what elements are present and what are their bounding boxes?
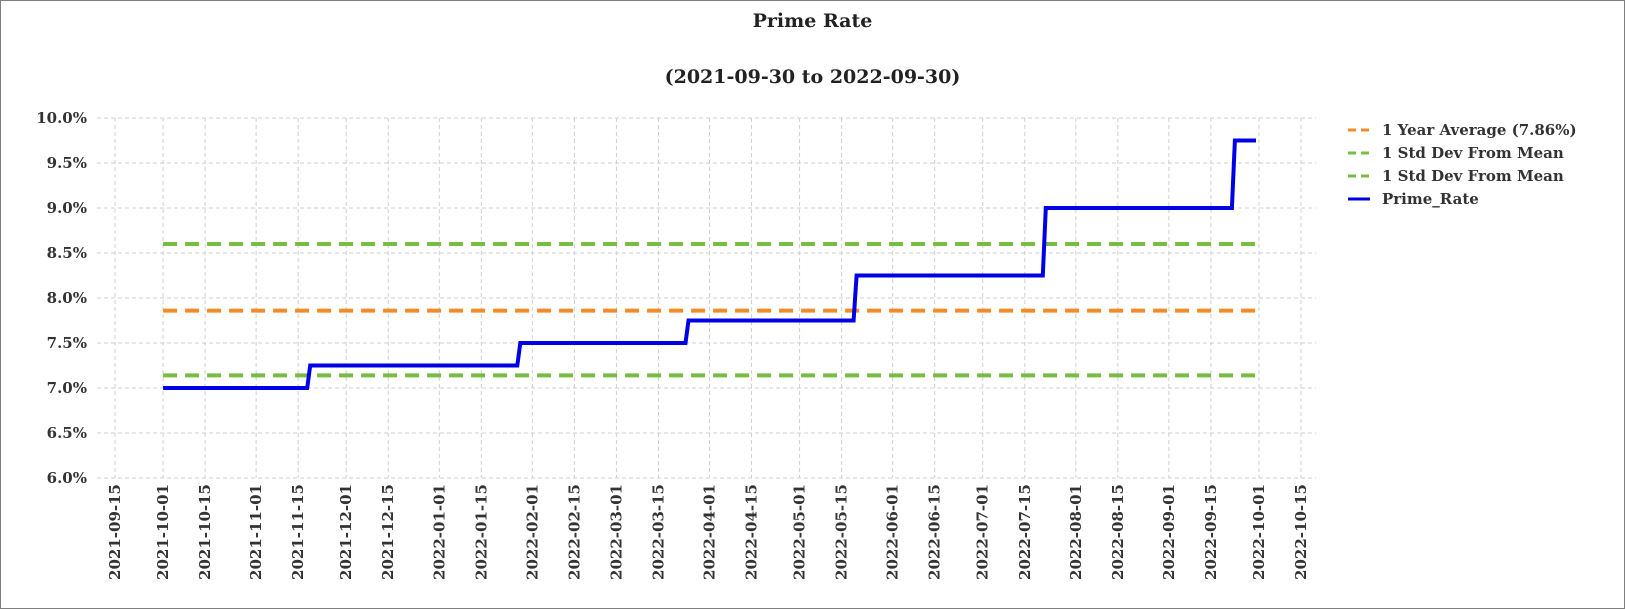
x-tick-label: 2022-06-15: [926, 484, 944, 580]
x-tick-label: 2022-05-01: [791, 484, 809, 580]
legend-label-1: 1 Year Average (7.86%): [1382, 121, 1577, 139]
chart-subtitle: (2021-09-30 to 2022-09-30): [664, 66, 961, 88]
x-tick-label: 2022-01-15: [472, 484, 490, 580]
legend-label-3: 1 Std Dev From Mean: [1382, 167, 1564, 185]
x-tick-label: 2022-06-01: [884, 484, 902, 580]
x-tick-label: 2022-03-01: [607, 484, 625, 580]
x-tick-label: 2021-10-15: [196, 484, 214, 580]
x-tick-label: 2022-03-15: [649, 484, 667, 580]
x-tick-label: 2022-04-15: [743, 484, 761, 580]
x-tick-label: 2022-07-15: [1016, 484, 1034, 580]
x-tick-label: 2022-08-15: [1109, 484, 1127, 580]
y-tick-label: 8.0%: [47, 289, 87, 307]
x-tick-label: 2022-07-01: [974, 484, 992, 580]
grid: [97, 117, 1316, 479]
x-tick-label: 2021-09-15: [106, 484, 124, 580]
x-tick-label: 2022-02-15: [565, 484, 583, 580]
x-tick-label: 2021-11-15: [289, 484, 307, 580]
x-tick-label: 2022-04-01: [701, 484, 719, 580]
x-tick-label: 2021-10-01: [154, 484, 172, 580]
x-tick-label: 2022-01-01: [430, 484, 448, 580]
y-tick-label: 9.0%: [47, 199, 87, 217]
y-tick-label: 6.5%: [47, 424, 87, 442]
y-tick-label: 6.0%: [47, 469, 87, 487]
y-tick-label: 7.5%: [47, 334, 87, 352]
x-tick-label: 2022-08-01: [1067, 484, 1085, 580]
legend-label-2: 1 Std Dev From Mean: [1382, 144, 1564, 162]
x-tick-label: 2021-12-01: [337, 484, 355, 580]
x-tick-label: 2022-09-01: [1160, 484, 1178, 580]
y-axis: 6.0% 6.5% 7.0% 7.5% 8.0% 8.5% 9.0% 9.5% 10.0%: [36, 109, 87, 487]
chart-title: Prime Rate: [752, 10, 873, 32]
x-tick-label: 2022-10-15: [1292, 484, 1310, 580]
x-tick-label: 2021-12-15: [379, 484, 397, 580]
y-tick-label: 7.0%: [47, 379, 87, 397]
x-tick-label: 2022-10-01: [1250, 484, 1268, 580]
y-tick-label: 10.0%: [36, 109, 87, 127]
x-axis: 2021-09-15 2021-10-01 2021-10-15 2021-11-01…: [106, 484, 1310, 580]
x-tick-label: 2022-09-15: [1202, 484, 1220, 580]
x-tick-label: 2021-11-01: [247, 484, 265, 580]
x-tick-label: 2022-02-01: [523, 484, 541, 580]
x-tick-label: 2022-05-15: [833, 484, 851, 580]
y-tick-label: 9.5%: [47, 154, 87, 172]
legend: 1 Year Average (7.86%) 1 Std Dev From Mea…: [1348, 121, 1577, 208]
plot-series: [163, 138, 1256, 390]
y-tick-label: 8.5%: [47, 244, 87, 262]
legend-label-4: Prime_Rate: [1382, 190, 1479, 208]
series-line-4: [163, 138, 1256, 390]
